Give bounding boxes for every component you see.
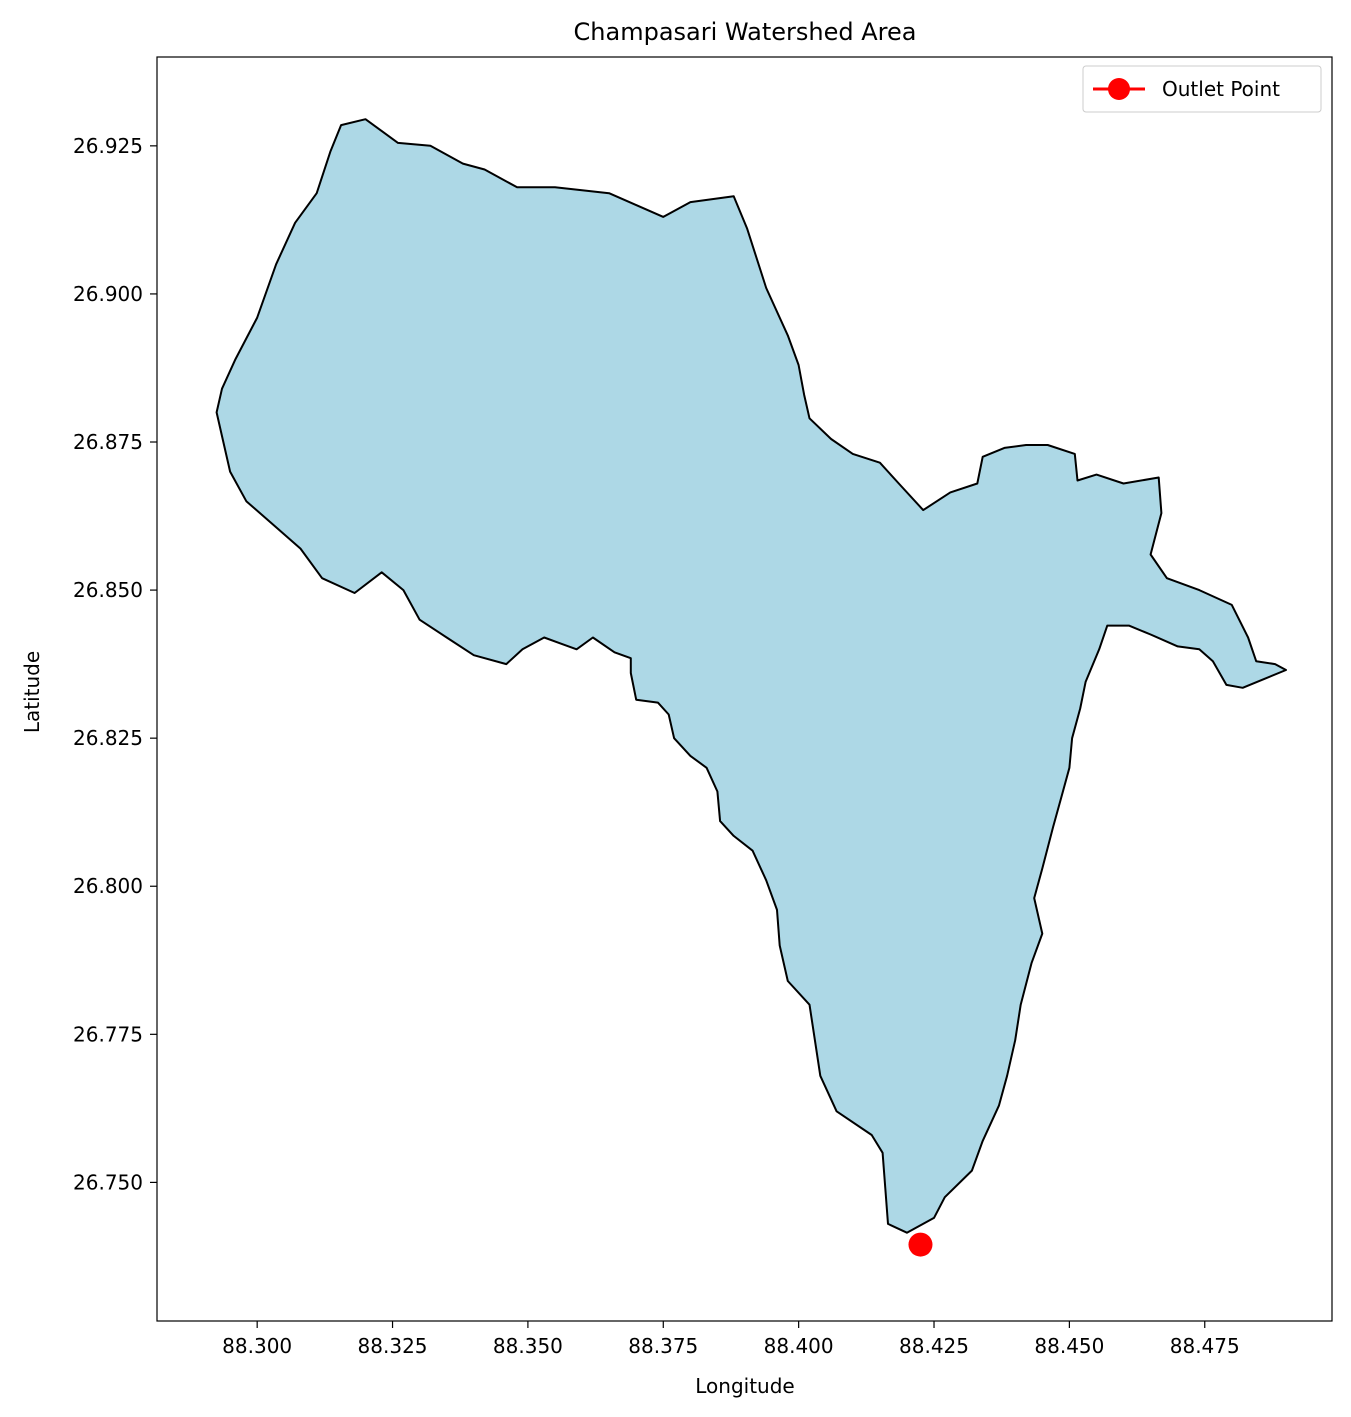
x-axis-label: Longitude	[695, 1374, 794, 1398]
x-axis-ticks: 88.300 88.325 88.350 88.375 88.400 88.425 88.4…	[222, 1321, 1240, 1358]
y-tick-label: 26.875	[73, 430, 143, 454]
y-tick-label: 26.850	[73, 578, 143, 602]
plot-area	[215, 118, 1287, 1257]
x-tick-label: 88.425	[899, 1334, 969, 1358]
legend-marker-icon	[1108, 78, 1130, 100]
chart-title: Champasari Watershed Area	[574, 18, 917, 46]
y-tick-label: 26.800	[73, 874, 143, 898]
y-tick-label: 26.825	[73, 726, 143, 750]
x-tick-label: 88.350	[493, 1334, 563, 1358]
x-tick-label: 88.325	[358, 1334, 428, 1358]
watershed-polygon	[215, 118, 1287, 1234]
legend-label-outlet-point: Outlet Point	[1162, 77, 1280, 101]
y-tick-label: 26.925	[73, 134, 143, 158]
axes-frame	[156, 56, 1333, 1322]
y-tick-label: 26.900	[73, 282, 143, 306]
x-tick-label: 88.450	[1034, 1334, 1104, 1358]
x-tick-label: 88.475	[1170, 1334, 1240, 1358]
x-tick-label: 88.375	[628, 1334, 698, 1358]
x-tick-label: 88.300	[222, 1334, 292, 1358]
y-axis-ticks: 26.750 26.775 26.800 26.825 26.850 26.875 26.9…	[73, 134, 157, 1194]
x-tick-label: 88.400	[764, 1334, 834, 1358]
y-tick-label: 26.775	[73, 1022, 143, 1046]
y-tick-label: 26.750	[73, 1170, 143, 1194]
y-axis-label: Latitude	[20, 651, 44, 733]
outlet-point-marker	[908, 1232, 933, 1257]
legend: Outlet Point	[1082, 65, 1322, 113]
legend-box	[1082, 65, 1322, 113]
